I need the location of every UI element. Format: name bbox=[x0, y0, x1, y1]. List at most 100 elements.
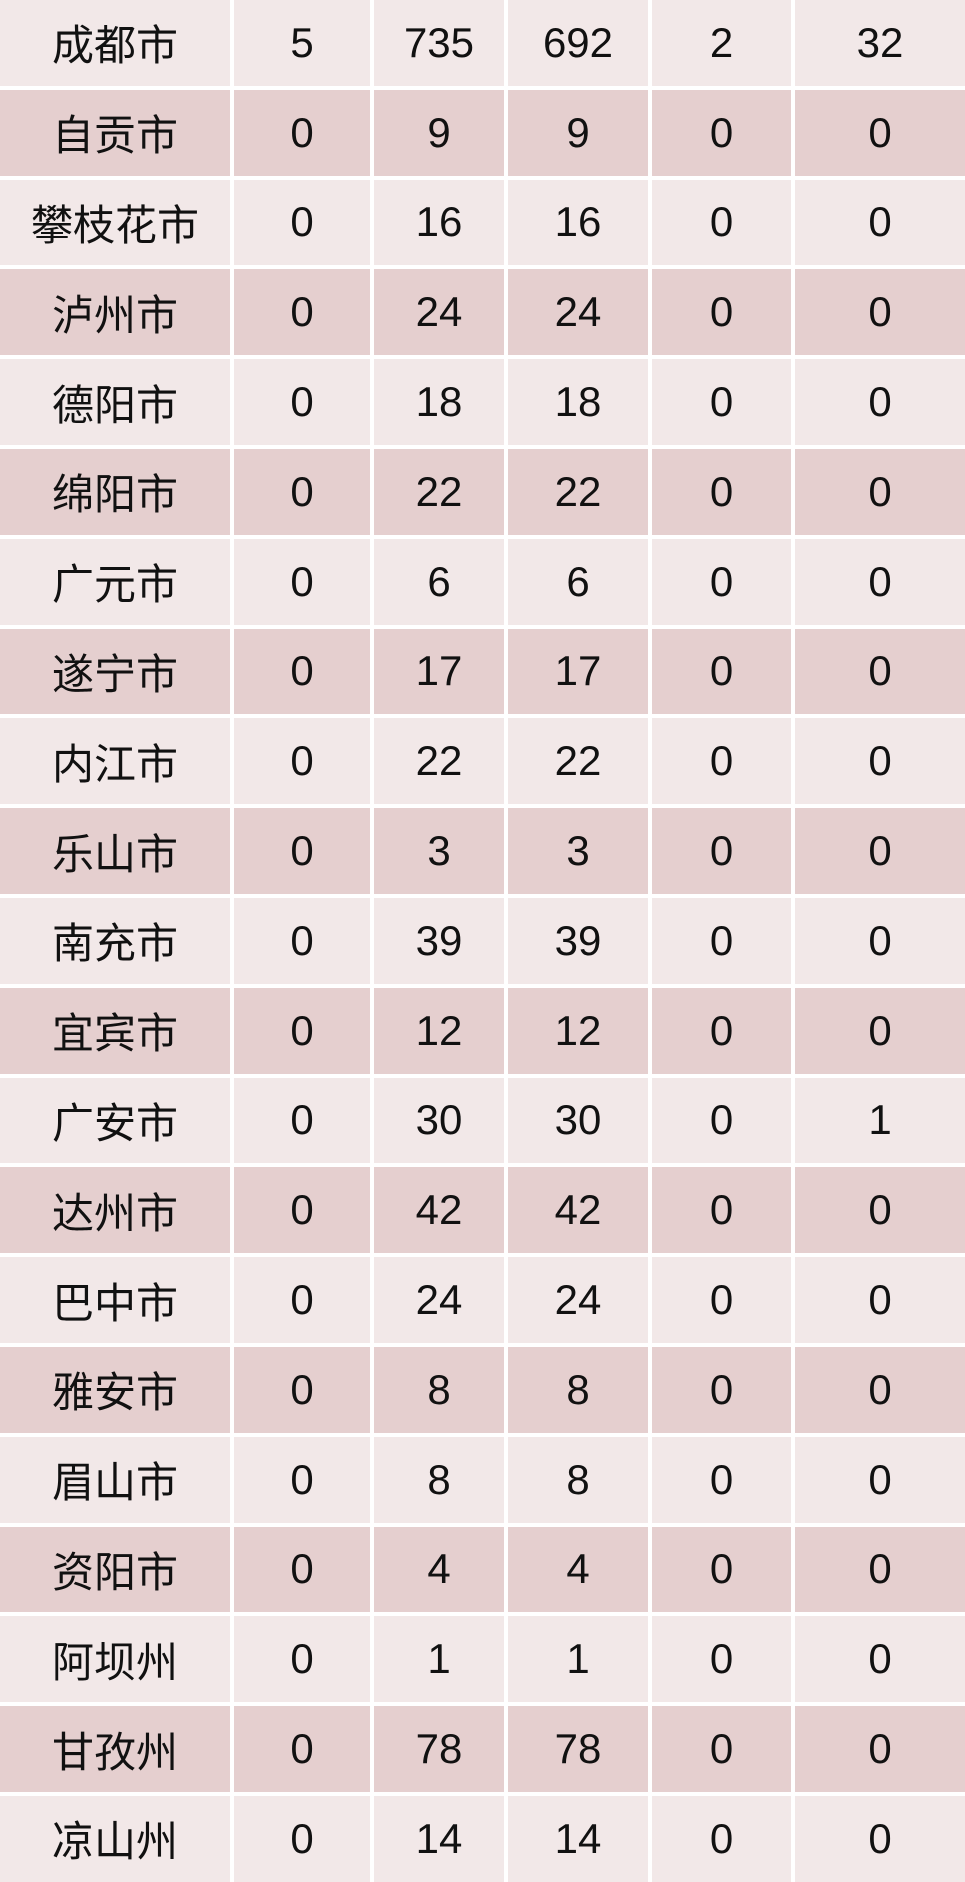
value-cell: 0 bbox=[234, 1706, 370, 1792]
value-cell: 6 bbox=[508, 538, 648, 625]
value-cell: 42 bbox=[374, 1167, 504, 1254]
value-cell: 735 bbox=[374, 0, 504, 86]
value-cell: 22 bbox=[508, 448, 648, 535]
city-name-cell: 成都市 bbox=[0, 0, 230, 86]
value-cell: 0 bbox=[795, 1526, 965, 1613]
city-name-cell: 眉山市 bbox=[0, 1436, 230, 1523]
value-cell: 6 bbox=[374, 538, 504, 625]
value-cell: 0 bbox=[795, 628, 965, 715]
city-name-cell: 攀枝花市 bbox=[0, 179, 230, 266]
value-cell: 0 bbox=[234, 359, 370, 445]
value-cell: 0 bbox=[795, 1616, 965, 1703]
city-name-cell: 广元市 bbox=[0, 538, 230, 625]
value-cell: 24 bbox=[508, 1257, 648, 1343]
value-cell: 0 bbox=[795, 179, 965, 266]
value-cell: 2 bbox=[652, 0, 791, 86]
value-cell: 0 bbox=[234, 1077, 370, 1164]
value-cell: 0 bbox=[795, 1436, 965, 1523]
value-cell: 0 bbox=[652, 1346, 791, 1433]
city-name-cell: 雅安市 bbox=[0, 1346, 230, 1433]
value-cell: 1 bbox=[795, 1077, 965, 1164]
table-row: 泸州市 0 24 24 0 0 bbox=[0, 269, 965, 356]
table-row: 凉山州 0 14 14 0 0 bbox=[0, 1795, 965, 1882]
value-cell: 12 bbox=[508, 987, 648, 1074]
table-row: 攀枝花市 0 16 16 0 0 bbox=[0, 179, 965, 266]
value-cell: 0 bbox=[234, 1167, 370, 1254]
value-cell: 0 bbox=[652, 987, 791, 1074]
value-cell: 9 bbox=[508, 89, 648, 176]
value-cell: 32 bbox=[795, 0, 965, 86]
value-cell: 3 bbox=[508, 808, 648, 894]
value-cell: 0 bbox=[652, 897, 791, 984]
value-cell: 0 bbox=[795, 1167, 965, 1254]
value-cell: 0 bbox=[652, 628, 791, 715]
table-row: 成都市 5 735 692 2 32 bbox=[0, 0, 965, 86]
value-cell: 0 bbox=[652, 718, 791, 805]
city-name-cell: 乐山市 bbox=[0, 808, 230, 894]
city-name-cell: 自贡市 bbox=[0, 89, 230, 176]
table-row: 达州市 0 42 42 0 0 bbox=[0, 1167, 965, 1254]
table-row: 资阳市 0 4 4 0 0 bbox=[0, 1526, 965, 1613]
city-name-cell: 凉山州 bbox=[0, 1795, 230, 1882]
table-row: 乐山市 0 3 3 0 0 bbox=[0, 808, 965, 894]
value-cell: 0 bbox=[795, 1795, 965, 1882]
value-cell: 17 bbox=[508, 628, 648, 715]
table-row: 南充市 0 39 39 0 0 bbox=[0, 897, 965, 984]
value-cell: 0 bbox=[234, 808, 370, 894]
table-row: 宜宾市 0 12 12 0 0 bbox=[0, 987, 965, 1074]
value-cell: 1 bbox=[374, 1616, 504, 1703]
value-cell: 18 bbox=[374, 359, 504, 445]
value-cell: 0 bbox=[652, 1077, 791, 1164]
city-name-cell: 广安市 bbox=[0, 1077, 230, 1164]
value-cell: 0 bbox=[795, 718, 965, 805]
value-cell: 0 bbox=[795, 269, 965, 356]
table-row: 阿坝州 0 1 1 0 0 bbox=[0, 1616, 965, 1703]
value-cell: 42 bbox=[508, 1167, 648, 1254]
value-cell: 0 bbox=[652, 448, 791, 535]
value-cell: 30 bbox=[508, 1077, 648, 1164]
city-name-cell: 遂宁市 bbox=[0, 628, 230, 715]
value-cell: 3 bbox=[374, 808, 504, 894]
value-cell: 18 bbox=[508, 359, 648, 445]
value-cell: 0 bbox=[652, 269, 791, 356]
value-cell: 8 bbox=[374, 1436, 504, 1523]
value-cell: 692 bbox=[508, 0, 648, 86]
city-name-cell: 绵阳市 bbox=[0, 448, 230, 535]
value-cell: 30 bbox=[374, 1077, 504, 1164]
value-cell: 0 bbox=[795, 987, 965, 1074]
value-cell: 0 bbox=[795, 89, 965, 176]
value-cell: 0 bbox=[652, 808, 791, 894]
city-name-cell: 达州市 bbox=[0, 1167, 230, 1254]
value-cell: 22 bbox=[374, 718, 504, 805]
table-row: 眉山市 0 8 8 0 0 bbox=[0, 1436, 965, 1523]
value-cell: 0 bbox=[652, 1257, 791, 1343]
value-cell: 8 bbox=[374, 1346, 504, 1433]
value-cell: 0 bbox=[652, 1616, 791, 1703]
value-cell: 0 bbox=[795, 448, 965, 535]
value-cell: 0 bbox=[234, 1346, 370, 1433]
value-cell: 0 bbox=[234, 538, 370, 625]
city-name-cell: 德阳市 bbox=[0, 359, 230, 445]
value-cell: 16 bbox=[508, 179, 648, 266]
city-name-cell: 资阳市 bbox=[0, 1526, 230, 1613]
value-cell: 39 bbox=[374, 897, 504, 984]
value-cell: 5 bbox=[234, 0, 370, 86]
table-row: 广元市 0 6 6 0 0 bbox=[0, 538, 965, 625]
value-cell: 78 bbox=[374, 1706, 504, 1792]
value-cell: 4 bbox=[508, 1526, 648, 1613]
value-cell: 0 bbox=[795, 1706, 965, 1792]
value-cell: 0 bbox=[652, 359, 791, 445]
value-cell: 0 bbox=[652, 1526, 791, 1613]
value-cell: 24 bbox=[508, 269, 648, 356]
value-cell: 0 bbox=[795, 538, 965, 625]
value-cell: 0 bbox=[795, 359, 965, 445]
table-row: 德阳市 0 18 18 0 0 bbox=[0, 359, 965, 445]
value-cell: 0 bbox=[652, 538, 791, 625]
city-name-cell: 泸州市 bbox=[0, 269, 230, 356]
value-cell: 0 bbox=[234, 987, 370, 1074]
value-cell: 4 bbox=[374, 1526, 504, 1613]
value-cell: 0 bbox=[795, 1346, 965, 1433]
value-cell: 0 bbox=[234, 1526, 370, 1613]
city-name-cell: 内江市 bbox=[0, 718, 230, 805]
value-cell: 0 bbox=[234, 897, 370, 984]
